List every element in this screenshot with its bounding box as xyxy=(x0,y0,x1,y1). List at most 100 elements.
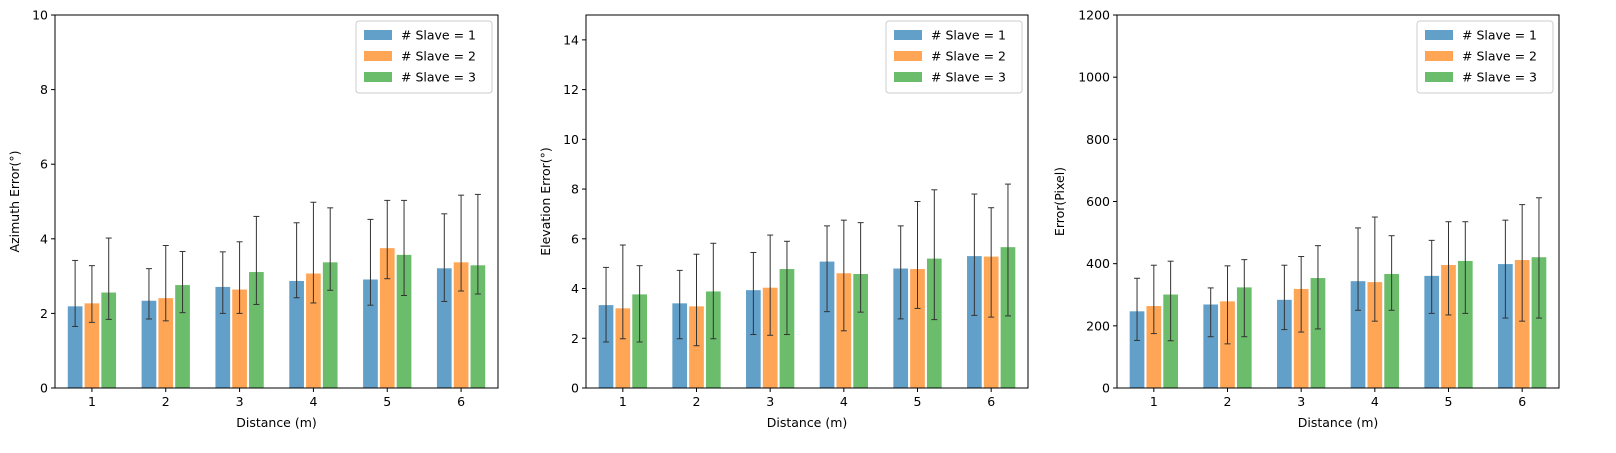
legend: # Slave = 1 # Slave = 2 # Slave = 3 xyxy=(1416,20,1554,94)
x-tick-label: 1 xyxy=(1150,394,1158,409)
errorbar-series1-d2 xyxy=(145,268,152,320)
x-tick-label: 1 xyxy=(88,394,96,409)
legend-swatch-series2 xyxy=(894,51,922,61)
errorbar-series1-d5 xyxy=(367,218,374,306)
y-tick-label: 6 xyxy=(40,157,48,172)
errorbar-series2-d2 xyxy=(693,253,700,347)
y-tick-label: 1200 xyxy=(1078,8,1110,23)
legend-swatch-series2 xyxy=(364,51,392,61)
panel-pixel: 1 2 3 4 5 6 0 200 400 600 800 1000 1200 Distance (m) E… xyxy=(1052,8,1560,430)
errorbar-series2-d1 xyxy=(88,265,95,323)
legend-label-series2: # Slave = 2 xyxy=(401,49,476,64)
errorbar-series3-d2 xyxy=(179,250,186,314)
y-tick-label: 10 xyxy=(32,8,48,23)
legend-swatch-series1 xyxy=(1425,30,1453,40)
errorbar-series3-d3 xyxy=(783,240,790,336)
errorbar-series2-d1 xyxy=(619,244,626,340)
y-axis-label: Elevation Error(°) xyxy=(538,147,553,256)
y-tick-label: 6 xyxy=(571,231,579,246)
x-axis-label: Distance (m) xyxy=(767,415,848,430)
legend-swatch-series3 xyxy=(894,72,922,82)
y-tick-label: 2 xyxy=(40,306,48,321)
errorbar-series1-d3 xyxy=(219,251,226,314)
legend: # Slave = 1 # Slave = 2 # Slave = 3 xyxy=(885,20,1023,94)
errorbar-series1-d3 xyxy=(1281,264,1288,331)
legend-swatch-series3 xyxy=(364,72,392,82)
x-tick-label: 2 xyxy=(693,394,701,409)
y-tick-label: 0 xyxy=(1102,381,1110,396)
errorbar-series2-d3 xyxy=(1298,256,1305,333)
x-tick-label: 3 xyxy=(766,394,774,409)
errorbar-series2-d5 xyxy=(1445,221,1452,316)
y-axis-label: Error(Pixel) xyxy=(1052,167,1067,236)
y-tick-label: 400 xyxy=(1086,256,1110,271)
y-tick-label: 8 xyxy=(40,82,48,97)
errorbar-series3-d6 xyxy=(474,193,481,295)
errorbar-series1-d1 xyxy=(1134,277,1141,341)
x-tick-label: 5 xyxy=(1445,394,1453,409)
x-tick-label: 5 xyxy=(914,394,922,409)
x-tick-label: 6 xyxy=(1518,394,1526,409)
errorbar-series2-d1 xyxy=(1150,264,1157,335)
x-tick-label: 6 xyxy=(987,394,995,409)
errorbar-series1-d6 xyxy=(1502,219,1509,319)
errorbar-series2-d2 xyxy=(162,245,169,322)
y-tick-label: 4 xyxy=(40,231,48,246)
x-tick-label: 1 xyxy=(619,394,627,409)
x-tick-label: 2 xyxy=(162,394,170,409)
errorbar-series2-d3 xyxy=(236,241,243,314)
legend-swatch-series1 xyxy=(364,30,392,40)
x-tick-label: 4 xyxy=(1371,394,1379,409)
y-tick-label: 200 xyxy=(1086,318,1110,333)
errorbar-series1-d3 xyxy=(750,251,757,336)
errorbar-series1-d5 xyxy=(1428,239,1435,314)
x-tick-label: 4 xyxy=(840,394,848,409)
legend-swatch-series3 xyxy=(1425,72,1453,82)
errorbar-series2-d3 xyxy=(767,234,774,336)
errorbar-series2-d4 xyxy=(310,201,317,304)
errorbar-series3-d5 xyxy=(401,199,408,296)
errorbar-series1-d2 xyxy=(676,269,683,340)
legend-label-series2: # Slave = 2 xyxy=(931,49,1006,64)
errorbar-series1-d4 xyxy=(293,222,300,299)
panel-azimuth: 1 2 3 4 5 6 0 2 4 6 8 10 Distance (m) Azimuth Error(°… xyxy=(7,8,499,430)
errorbar-series3-d1 xyxy=(105,237,112,320)
x-axis-label: Distance (m) xyxy=(236,415,317,430)
errorbar-series3-d4 xyxy=(857,222,864,313)
x-tick-label: 3 xyxy=(236,394,244,409)
errorbar-series2-d6 xyxy=(988,207,995,318)
y-tick-label: 8 xyxy=(571,182,579,197)
y-axis-label: Azimuth Error(°) xyxy=(7,151,22,253)
x-tick-label: 5 xyxy=(383,394,391,409)
errorbar-series1-d2 xyxy=(1207,287,1214,338)
legend: # Slave = 1 # Slave = 2 # Slave = 3 xyxy=(355,20,493,94)
x-axis-label: Distance (m) xyxy=(1298,415,1379,430)
errorbar-series1-d1 xyxy=(72,259,79,327)
errorbar-series2-d5 xyxy=(384,199,391,280)
errorbar-series2-d6 xyxy=(458,194,465,292)
y-tick-label: 2 xyxy=(571,331,579,346)
errorbar-series3-d1 xyxy=(636,265,643,343)
errorbar-series3-d1 xyxy=(1167,260,1174,342)
errorbar-series1-d1 xyxy=(603,266,610,343)
legend-label-series3: # Slave = 3 xyxy=(931,70,1006,85)
legend-swatch-series2 xyxy=(1425,51,1453,61)
errorbar-series1-d5 xyxy=(897,225,904,320)
errorbar-series3-d3 xyxy=(253,215,260,305)
errorbar-series1-d6 xyxy=(971,193,978,316)
y-tick-label: 4 xyxy=(571,281,579,296)
y-tick-label: 800 xyxy=(1086,132,1110,147)
errorbar-series3-d5 xyxy=(931,189,938,321)
legend-label-series1: # Slave = 1 xyxy=(1462,28,1537,43)
errorbar-series3-d2 xyxy=(1241,259,1248,338)
errorbar-series3-d6 xyxy=(1535,197,1542,319)
y-tick-label: 0 xyxy=(40,381,48,396)
axes-frame xyxy=(54,14,499,389)
y-tick-label: 1000 xyxy=(1078,70,1110,85)
legend-swatch-series1 xyxy=(894,30,922,40)
legend-label-series1: # Slave = 1 xyxy=(401,28,476,43)
y-tick-label: 14 xyxy=(563,32,579,47)
y-tick-label: 10 xyxy=(563,132,579,147)
